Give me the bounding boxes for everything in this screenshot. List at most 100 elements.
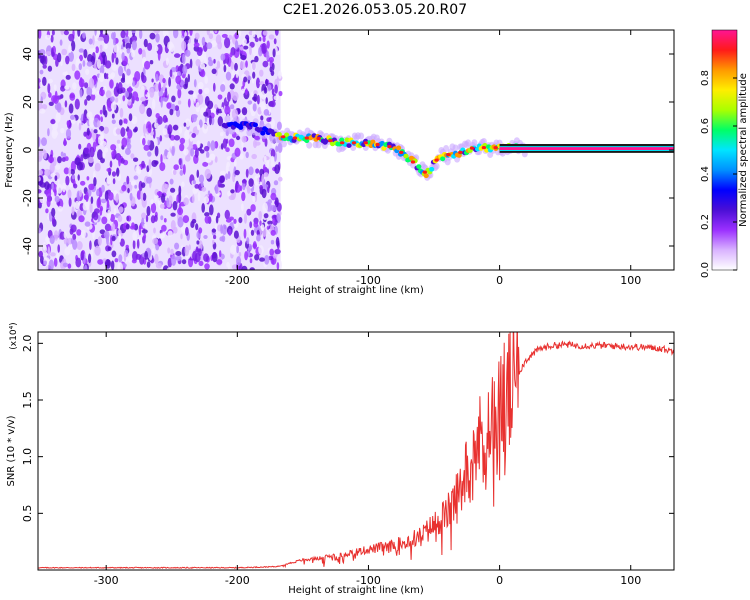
noise-speckle [273,180,279,186]
snr-plot-area [38,332,674,570]
noise-speckle [204,145,210,152]
noise-speckle [113,44,120,53]
noise-speckle [233,159,237,167]
noise-speckle [175,251,182,256]
noise-speckle [206,42,213,50]
noise-speckle [158,82,162,92]
noise-speckle [161,97,168,102]
noise-speckle [209,115,212,126]
noise-speckle [267,199,272,205]
noise-speckle [53,84,57,91]
noise-speckle [228,228,232,236]
noise-speckle [235,69,239,79]
noise-speckle [132,251,138,262]
noise-speckle [38,30,42,39]
colorbar-gradient [711,29,738,271]
noise-speckle [126,175,130,185]
noise-speckle [70,160,76,172]
noise-speckle [181,259,187,265]
noise-speckle [253,93,258,103]
noise-speckle [195,59,201,67]
noise-speckle [45,51,52,56]
ridge-peak [458,150,463,154]
noise-speckle [227,91,231,102]
noise-speckle [154,214,158,222]
noise-speckle [100,157,105,164]
noise-speckle [232,91,239,102]
top-y-tick-label: 20 [21,95,34,109]
noise-speckle [183,148,189,156]
top-y-axis-label: Frequency (Hz) [4,112,15,188]
noise-speckle [259,37,262,42]
noise-speckle [214,104,218,109]
noise-speckle [217,116,223,127]
noise-speckle [48,92,52,98]
noise-speckle [256,77,260,89]
ridge-peak [340,141,345,145]
noise-speckle [38,227,42,234]
noise-speckle [230,61,234,70]
noise-speckle [67,189,72,199]
noise-speckle [250,204,256,212]
noise-speckle [155,33,160,43]
noise-speckle [254,141,261,146]
noise-speckle [97,120,101,128]
noise-speckle [146,261,151,268]
noise-speckle [61,48,68,56]
noise-speckle [69,92,76,101]
noise-speckle [51,47,54,58]
noise-speckle [123,118,128,125]
noise-speckle [82,32,86,39]
noise-speckle [119,238,125,247]
noise-speckle [94,36,99,42]
noise-speckle [254,254,260,261]
ridge-point [423,173,429,179]
noise-speckle [154,160,159,165]
bottom-plot-frame [37,331,675,571]
top-y-tick-label: -40 [21,237,34,255]
noise-speckle [54,195,60,203]
noise-speckle [258,245,264,255]
noise-speckle [100,198,107,204]
noise-speckle [82,202,89,211]
noise-speckle [259,184,263,191]
noise-speckle [154,253,159,265]
colorbar-tick-label: 0.8 [700,70,711,86]
noise-speckle [68,51,74,62]
noise-speckle [180,79,185,87]
noise-speckle [79,54,83,62]
noise-speckle [77,30,81,37]
noise-speckle [155,113,160,119]
noise-speckle [84,221,91,227]
noise-speckle [270,239,275,245]
noise-speckle [238,217,243,224]
noise-speckle [144,250,149,260]
ridge-point [381,146,387,151]
noise-speckle [174,242,180,250]
ridge-point [440,156,446,162]
noise-speckle [51,30,55,36]
noise-speckle [115,193,119,203]
noise-speckle [120,158,125,164]
noise-speckle [159,135,163,142]
noise-speckle [46,198,51,208]
noise-speckle [48,259,54,270]
noise-speckle [195,102,200,113]
noise-speckle [55,164,61,170]
noise-speckle [99,109,103,115]
noise-speckle [54,175,58,181]
noise-speckle [133,175,139,180]
noise-speckle [51,182,54,190]
noise-speckle [89,202,93,213]
noise-speckle [120,127,126,138]
bottom-y-tick-label: 2.0 [21,335,34,353]
ridge-point [339,137,345,143]
noise-speckle [266,50,270,61]
noise-speckle [92,35,95,46]
noise-speckle [80,154,84,162]
noise-speckle [204,115,208,123]
noise-speckle [79,89,83,98]
noise-speckle [113,208,117,215]
bottom-y-tick-label: 1.0 [21,448,34,466]
noise-speckle [192,187,198,194]
